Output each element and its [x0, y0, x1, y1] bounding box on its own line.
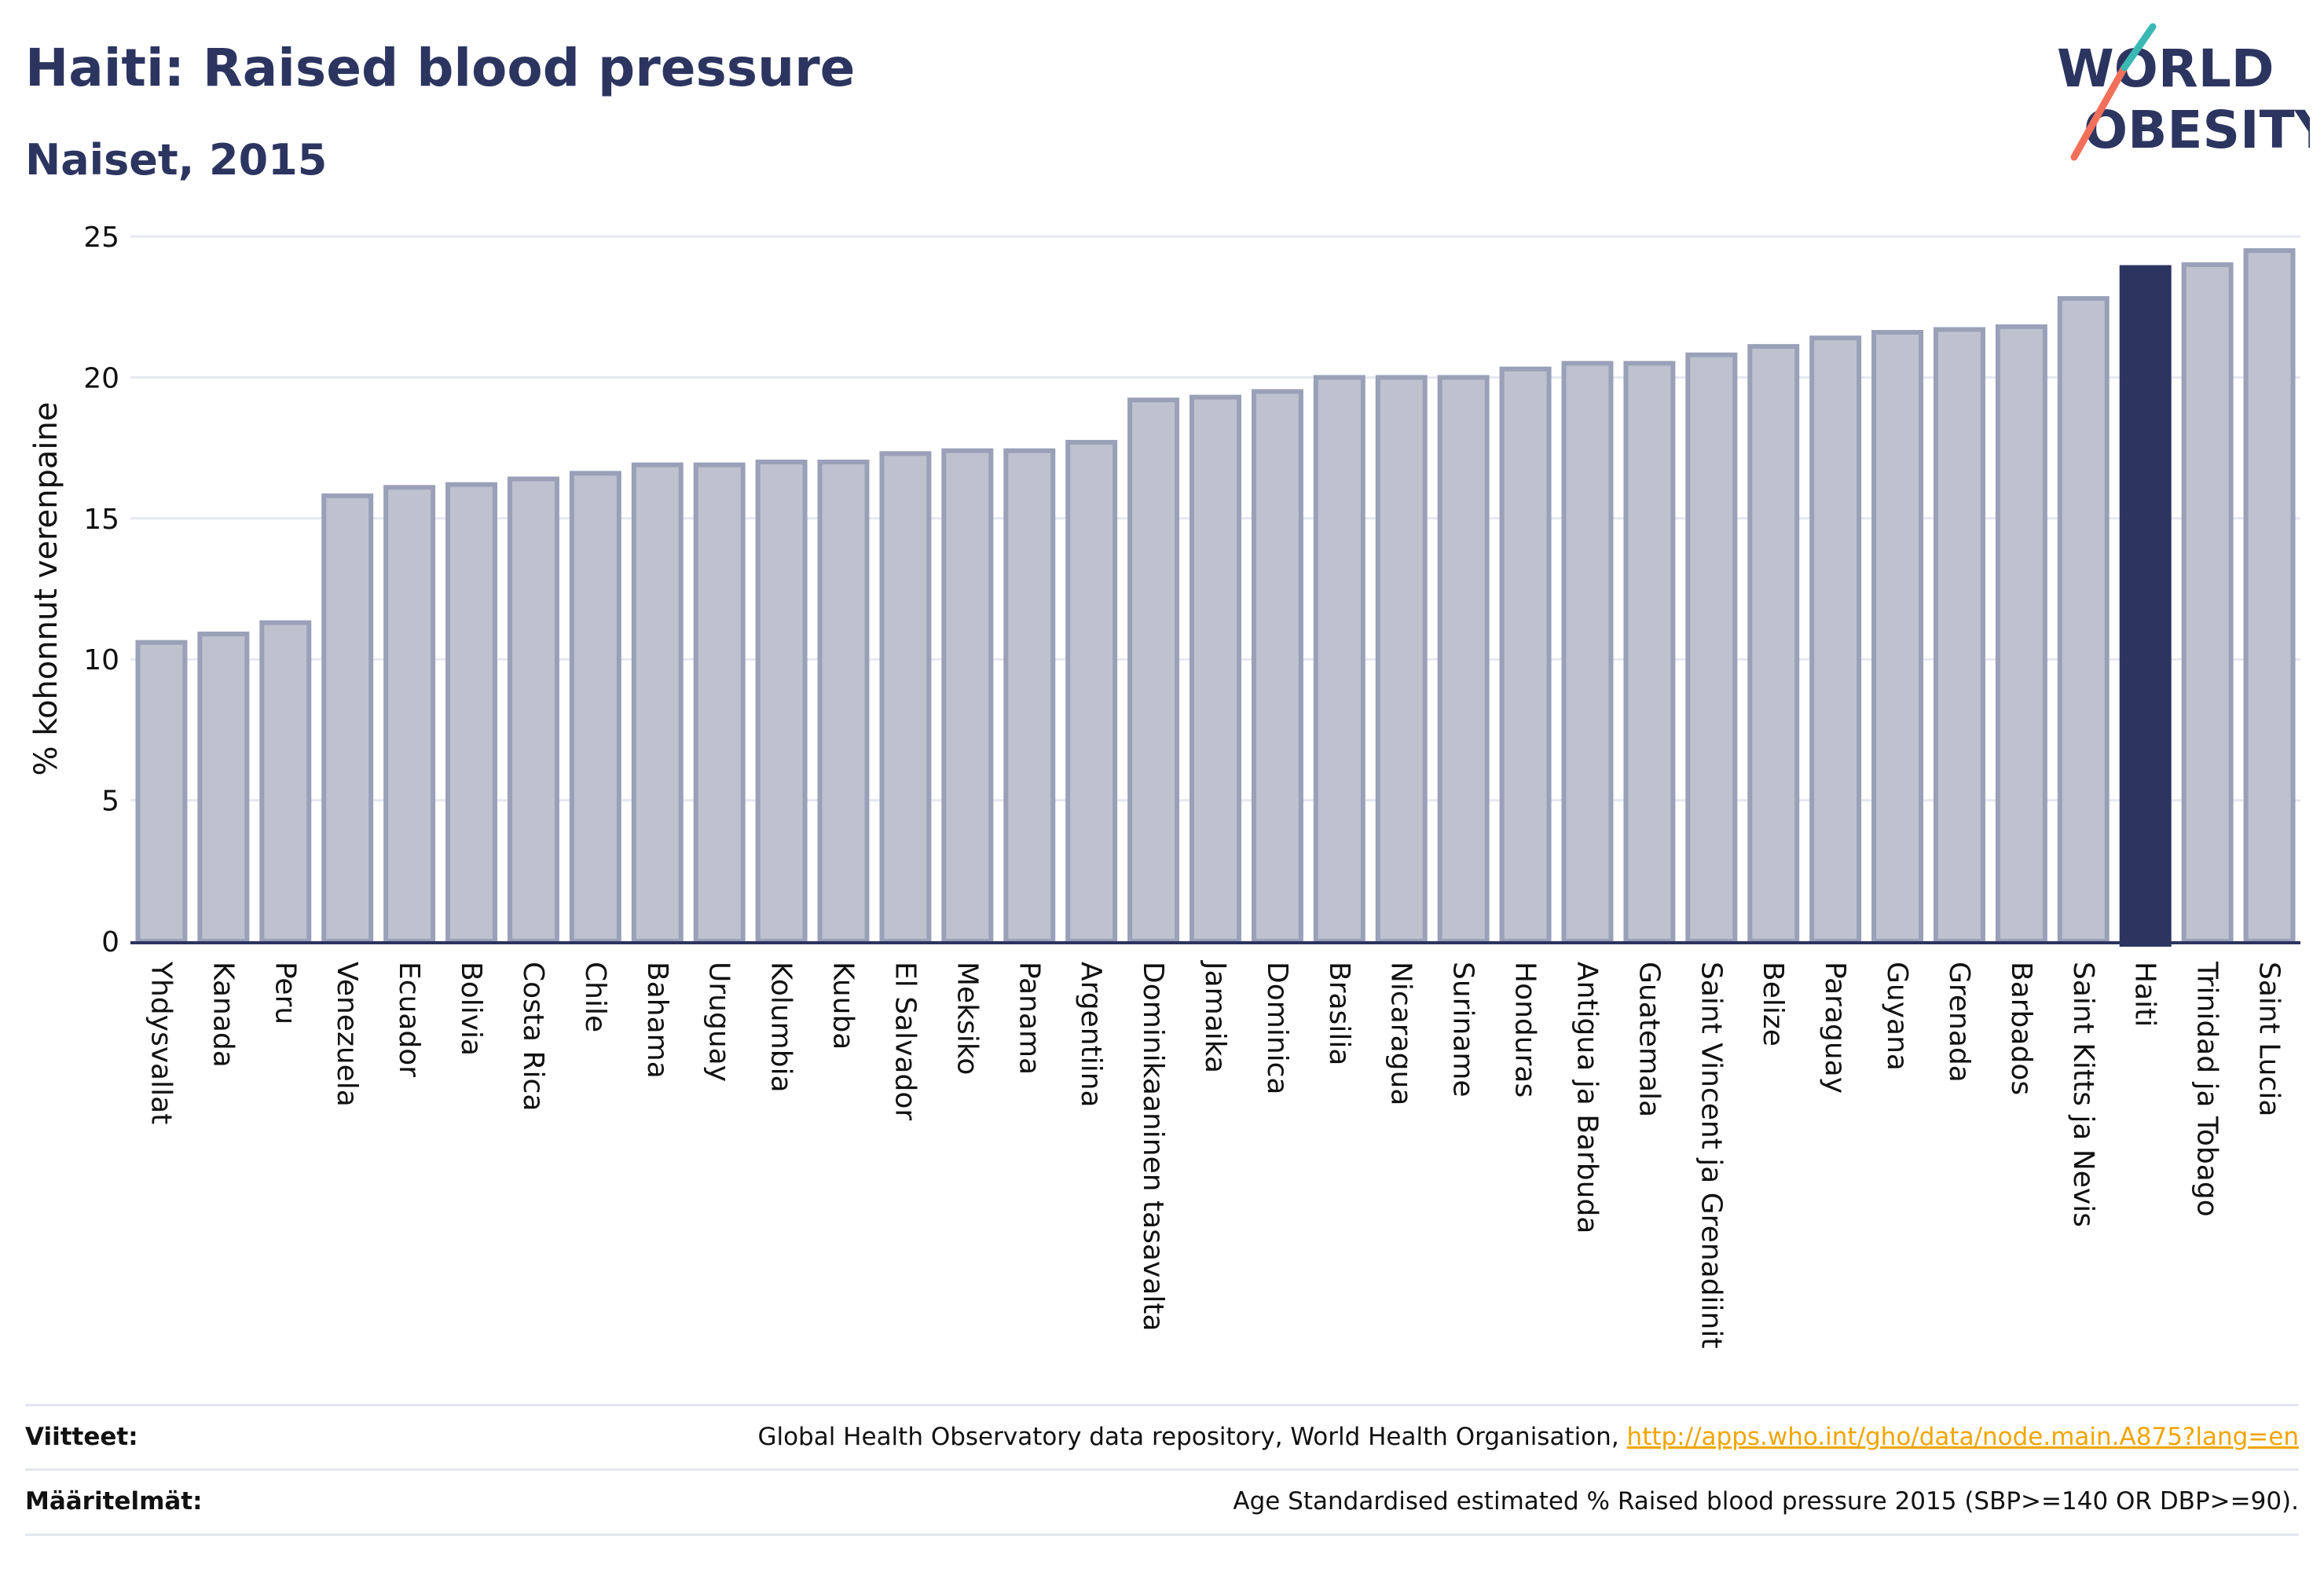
bar-nicaragua [1375, 375, 1428, 944]
bar-haiti [2119, 265, 2172, 947]
bar-panama [1003, 448, 1056, 944]
y-tick-label: 20 [83, 362, 119, 394]
bar-honduras [1499, 366, 1552, 944]
x-tick-label: Argentiina [1075, 962, 1107, 1108]
x-tick-label: Uruguay [703, 962, 735, 1082]
bar-meksiko [941, 448, 994, 944]
bar-antigua-ja-barbuda [1561, 361, 1614, 944]
bar-dominikaaninen-tasavalta [1127, 398, 1180, 944]
x-tick-label: Dominica [1261, 962, 1293, 1095]
bar-argentiina [1065, 439, 1118, 944]
x-tick-label: Kuuba [827, 962, 860, 1050]
logo-line2: OBESITY [2084, 100, 2310, 160]
y-tick-label: 15 [83, 504, 119, 536]
bar-dominica [1251, 389, 1303, 944]
bar-bahama [631, 462, 684, 944]
x-tick-label: Guyana [1881, 962, 1913, 1071]
y-tick-label: 0 [101, 926, 119, 958]
x-tick-label: Saint Vincent ja Grenadiinit [1695, 962, 1727, 1349]
x-tick-label: Ecuador [393, 962, 425, 1077]
bar-kanada [197, 631, 250, 944]
x-tick-label: Peru [269, 962, 301, 1024]
x-category-labels: Yhdysvallat Kanada Peru Venezuela Ecuador Bol… [145, 960, 2285, 1349]
bar-suriname [1437, 375, 1490, 944]
bar-saint-vincent-ja-grenadiinit [1685, 352, 1738, 944]
page-subtitle: Naiset, 2015 [25, 135, 328, 185]
sources-content: Global Health Observatory data repositor… [757, 1423, 2299, 1451]
page-title: Haiti: Raised blood pressure [25, 38, 856, 98]
x-tick-label: Guatemala [1633, 962, 1665, 1117]
bar-kuuba [817, 460, 870, 944]
x-tick-label: Venezuela [331, 962, 363, 1107]
bar-chart: 0 5 10 15 20 25 Yhdysvallat Kanada Peru Venezuel… [28, 222, 2300, 1349]
bar-ecuador [383, 485, 436, 944]
x-tick-label: Honduras [1509, 962, 1541, 1098]
x-tick-label: Saint Kitts ja Nevis [2067, 962, 2099, 1227]
y-tick-label: 5 [101, 786, 119, 818]
bar-el-salvador [879, 451, 932, 944]
bar-guyana [1871, 329, 1924, 944]
x-tick-label: Dominikaaninen tasavalta [1137, 962, 1169, 1332]
bar-costa-rica [507, 476, 559, 944]
bars [135, 247, 2296, 947]
sources-label: Viitteet: [25, 1423, 138, 1451]
x-tick-label: Suriname [1447, 962, 1479, 1098]
y-axis-label: % kohonnut verenpaine [28, 402, 64, 776]
bar-venezuela [321, 493, 374, 944]
bar-saint-kitts-ja-nevis [2057, 295, 2110, 944]
logo-slash-coral [2070, 64, 2128, 161]
x-tick-label: Grenada [1943, 962, 1975, 1083]
bar-kolumbia [755, 460, 808, 944]
definitions-text: Age Standardised estimated % Raised bloo… [1233, 1487, 2299, 1516]
logo-slash-teal [2121, 23, 2157, 71]
x-tick-label: El Salvador [889, 962, 921, 1120]
sources-text: Global Health Observatory data repositor… [757, 1423, 1627, 1451]
y-tick-label: 10 [83, 644, 119, 676]
x-tick-label: Kolumbia [765, 962, 797, 1093]
sources-link[interactable]: http://apps.who.int/gho/data/node.main.A… [1626, 1423, 2299, 1451]
x-tick-label: Costa Rica [517, 962, 549, 1111]
bar-saint-lucia [2243, 247, 2296, 944]
x-tick-label: Haiti [2129, 962, 2161, 1027]
x-tick-label: Yhdysvallat [145, 961, 177, 1124]
y-tick-labels: 0 5 10 15 20 25 [83, 222, 119, 958]
bar-trinidad-ja-tobago [2181, 262, 2234, 944]
bar-guatemala [1623, 361, 1676, 944]
world-obesity-logo: WORLD OBESITY [2057, 23, 2310, 161]
definitions-label: Määritelmät: [25, 1487, 203, 1516]
bar-bolivia [445, 482, 498, 944]
bar-belize [1747, 343, 1800, 944]
x-tick-label: Saint Lucia [2253, 962, 2286, 1116]
x-tick-label: Meksiko [951, 962, 983, 1075]
x-tick-label: Nicaragua [1385, 962, 1417, 1105]
x-tick-label: Panama [1013, 962, 1045, 1075]
x-tick-label: Trinidad ja Tobago [2191, 961, 2223, 1217]
footer-definitions: Määritelmät: Age Standardised estimated … [25, 1468, 2299, 1532]
y-tick-label: 25 [83, 222, 119, 254]
footer-sources: Viitteet: Global Health Observatory data… [25, 1404, 2299, 1468]
bar-yhdysvallat [135, 640, 188, 944]
x-tick-label: Bolivia [455, 962, 487, 1056]
bar-paraguay [1809, 335, 1862, 944]
x-tick-label: Paraguay [1819, 962, 1851, 1094]
x-tick-label: Belize [1757, 962, 1789, 1046]
x-tick-label: Kanada [207, 962, 239, 1068]
bar-peru [259, 620, 312, 944]
x-tick-label: Brasilia [1323, 962, 1355, 1065]
bar-brasilia [1313, 375, 1365, 944]
bar-grenada [1933, 327, 1985, 944]
bar-chile [569, 471, 621, 944]
bar-jamaika [1189, 394, 1241, 944]
x-tick-label: Bahama [641, 962, 673, 1079]
logo-line1: WORLD [2057, 38, 2275, 99]
x-tick-label: Barbados [2005, 962, 2037, 1095]
bar-uruguay [693, 462, 746, 944]
x-tick-label: Antigua ja Barbuda [1571, 962, 1603, 1233]
footer-divider [25, 1534, 2299, 1536]
x-tick-label: Chile [579, 962, 611, 1032]
x-tick-label: Jamaika [1199, 960, 1231, 1073]
bar-barbados [1995, 324, 2047, 944]
